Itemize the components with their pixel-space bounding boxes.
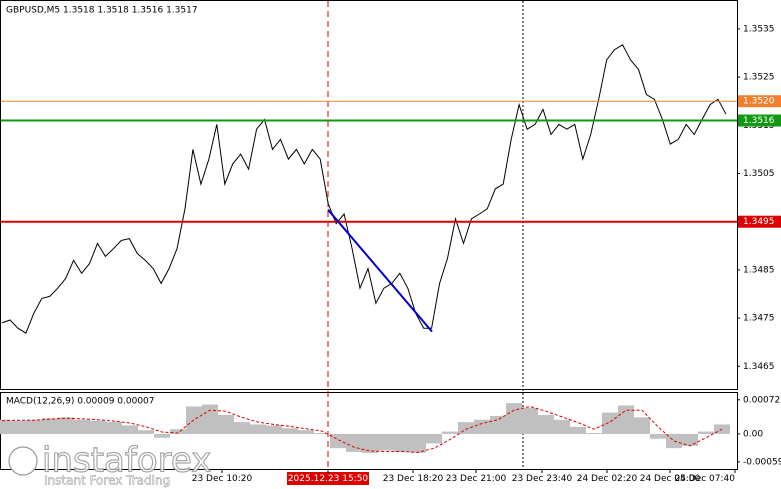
macd-bar (634, 417, 650, 434)
macd-bar (106, 422, 122, 434)
y-tick-label: 1.3485 (743, 265, 775, 275)
macd-bar (378, 433, 394, 451)
macd-bar (442, 431, 458, 434)
macd-bar (346, 433, 362, 452)
macd-bar (426, 433, 442, 444)
level-label: 1.3516 (743, 116, 775, 126)
macd-bar (474, 419, 490, 434)
macd-bar (650, 433, 666, 439)
watermark: instaforex Instant Forex Trading (8, 440, 212, 488)
x-tick-label: 23 Dec 23:40 (512, 474, 573, 484)
macd-bar (330, 433, 346, 449)
macd-bar (538, 414, 554, 434)
macd-bar (714, 424, 730, 434)
y-tick-label: 0.00 (743, 429, 763, 439)
macd-bar (666, 433, 682, 449)
chart-header: GBPUSD,M5 1.3518 1.3518 1.3516 1.3517 (6, 6, 198, 16)
macd-bar (458, 422, 474, 434)
time-highlight (287, 472, 369, 485)
macd-bar (506, 403, 522, 434)
y-tick-label: 1.3475 (743, 314, 775, 324)
y-tick-label: 0.00072 (743, 395, 780, 405)
macd-bar (314, 432, 330, 434)
macd-bar (250, 424, 266, 434)
level-label-box (738, 95, 781, 108)
x-tick-label: 23 Dec 18:20 (383, 474, 444, 484)
macd-bar (282, 428, 298, 434)
signal-line (1, 405, 723, 453)
level-label-box (738, 215, 781, 228)
macd-bar (90, 420, 106, 434)
x-tick-label: 24 Dec 07:40 (674, 474, 735, 484)
price-panel (0, 0, 738, 390)
macd-bar (10, 420, 26, 434)
macd-bar (698, 431, 714, 434)
macd-bar (202, 404, 218, 434)
macd-bar (682, 433, 698, 446)
macd-bar (186, 406, 202, 434)
macd-bar (522, 407, 538, 434)
macd-bar (586, 432, 602, 434)
macd-bar (74, 419, 90, 434)
macd-bar (618, 405, 634, 434)
macd-bar (234, 422, 250, 434)
level-label: 1.3495 (743, 217, 775, 227)
macd-bar (122, 425, 138, 434)
macd-bar (266, 425, 282, 434)
macd-bar (218, 414, 234, 434)
macd-bar (154, 433, 170, 438)
macd-bar (394, 433, 410, 452)
macd-bar (410, 433, 426, 453)
x-tick-label: 23 Dec 10:20 (192, 474, 253, 484)
trend-line (327, 209, 433, 333)
y-tick-label: -0.00059 (743, 457, 781, 467)
macd-title: MACD(12,26,9) 0.00009 0.00007 (6, 397, 155, 407)
plot-layer (0, 44, 737, 453)
price-line (1, 44, 727, 334)
x-tick-label: 23 Dec 21:00 (446, 474, 507, 484)
x-tick-label: 24 Dec 02:20 (577, 474, 638, 484)
macd-bar (362, 433, 378, 453)
y-tick-label: 1.3525 (743, 73, 775, 83)
x-tick-label: 24 Dec 05:00 (640, 474, 701, 484)
macd-bar (26, 419, 42, 434)
macd-bar (58, 417, 74, 434)
watermark-brand: instaforex (42, 441, 211, 481)
macd-bar (298, 430, 314, 434)
y-tick-label: 1.3465 (743, 362, 775, 372)
macd-bar (138, 430, 154, 434)
watermark-logo (8, 446, 38, 476)
macd-bar (42, 418, 58, 434)
macd-bar (0, 419, 10, 434)
macd-bar (170, 429, 186, 434)
watermark-tagline: Instant Forex Trading (44, 474, 170, 488)
level-label-box (738, 114, 781, 127)
macd-bar (554, 419, 570, 434)
level-label: 1.3520 (743, 97, 775, 107)
macd-bar (570, 426, 586, 434)
y-tick-label: 1.3535 (743, 24, 775, 34)
x-tick-label: 2025.12.23 15:50 (288, 474, 369, 484)
macd-bar (602, 412, 618, 434)
y-tick-label: 1.3505 (743, 169, 775, 179)
macd-bar (490, 415, 506, 434)
